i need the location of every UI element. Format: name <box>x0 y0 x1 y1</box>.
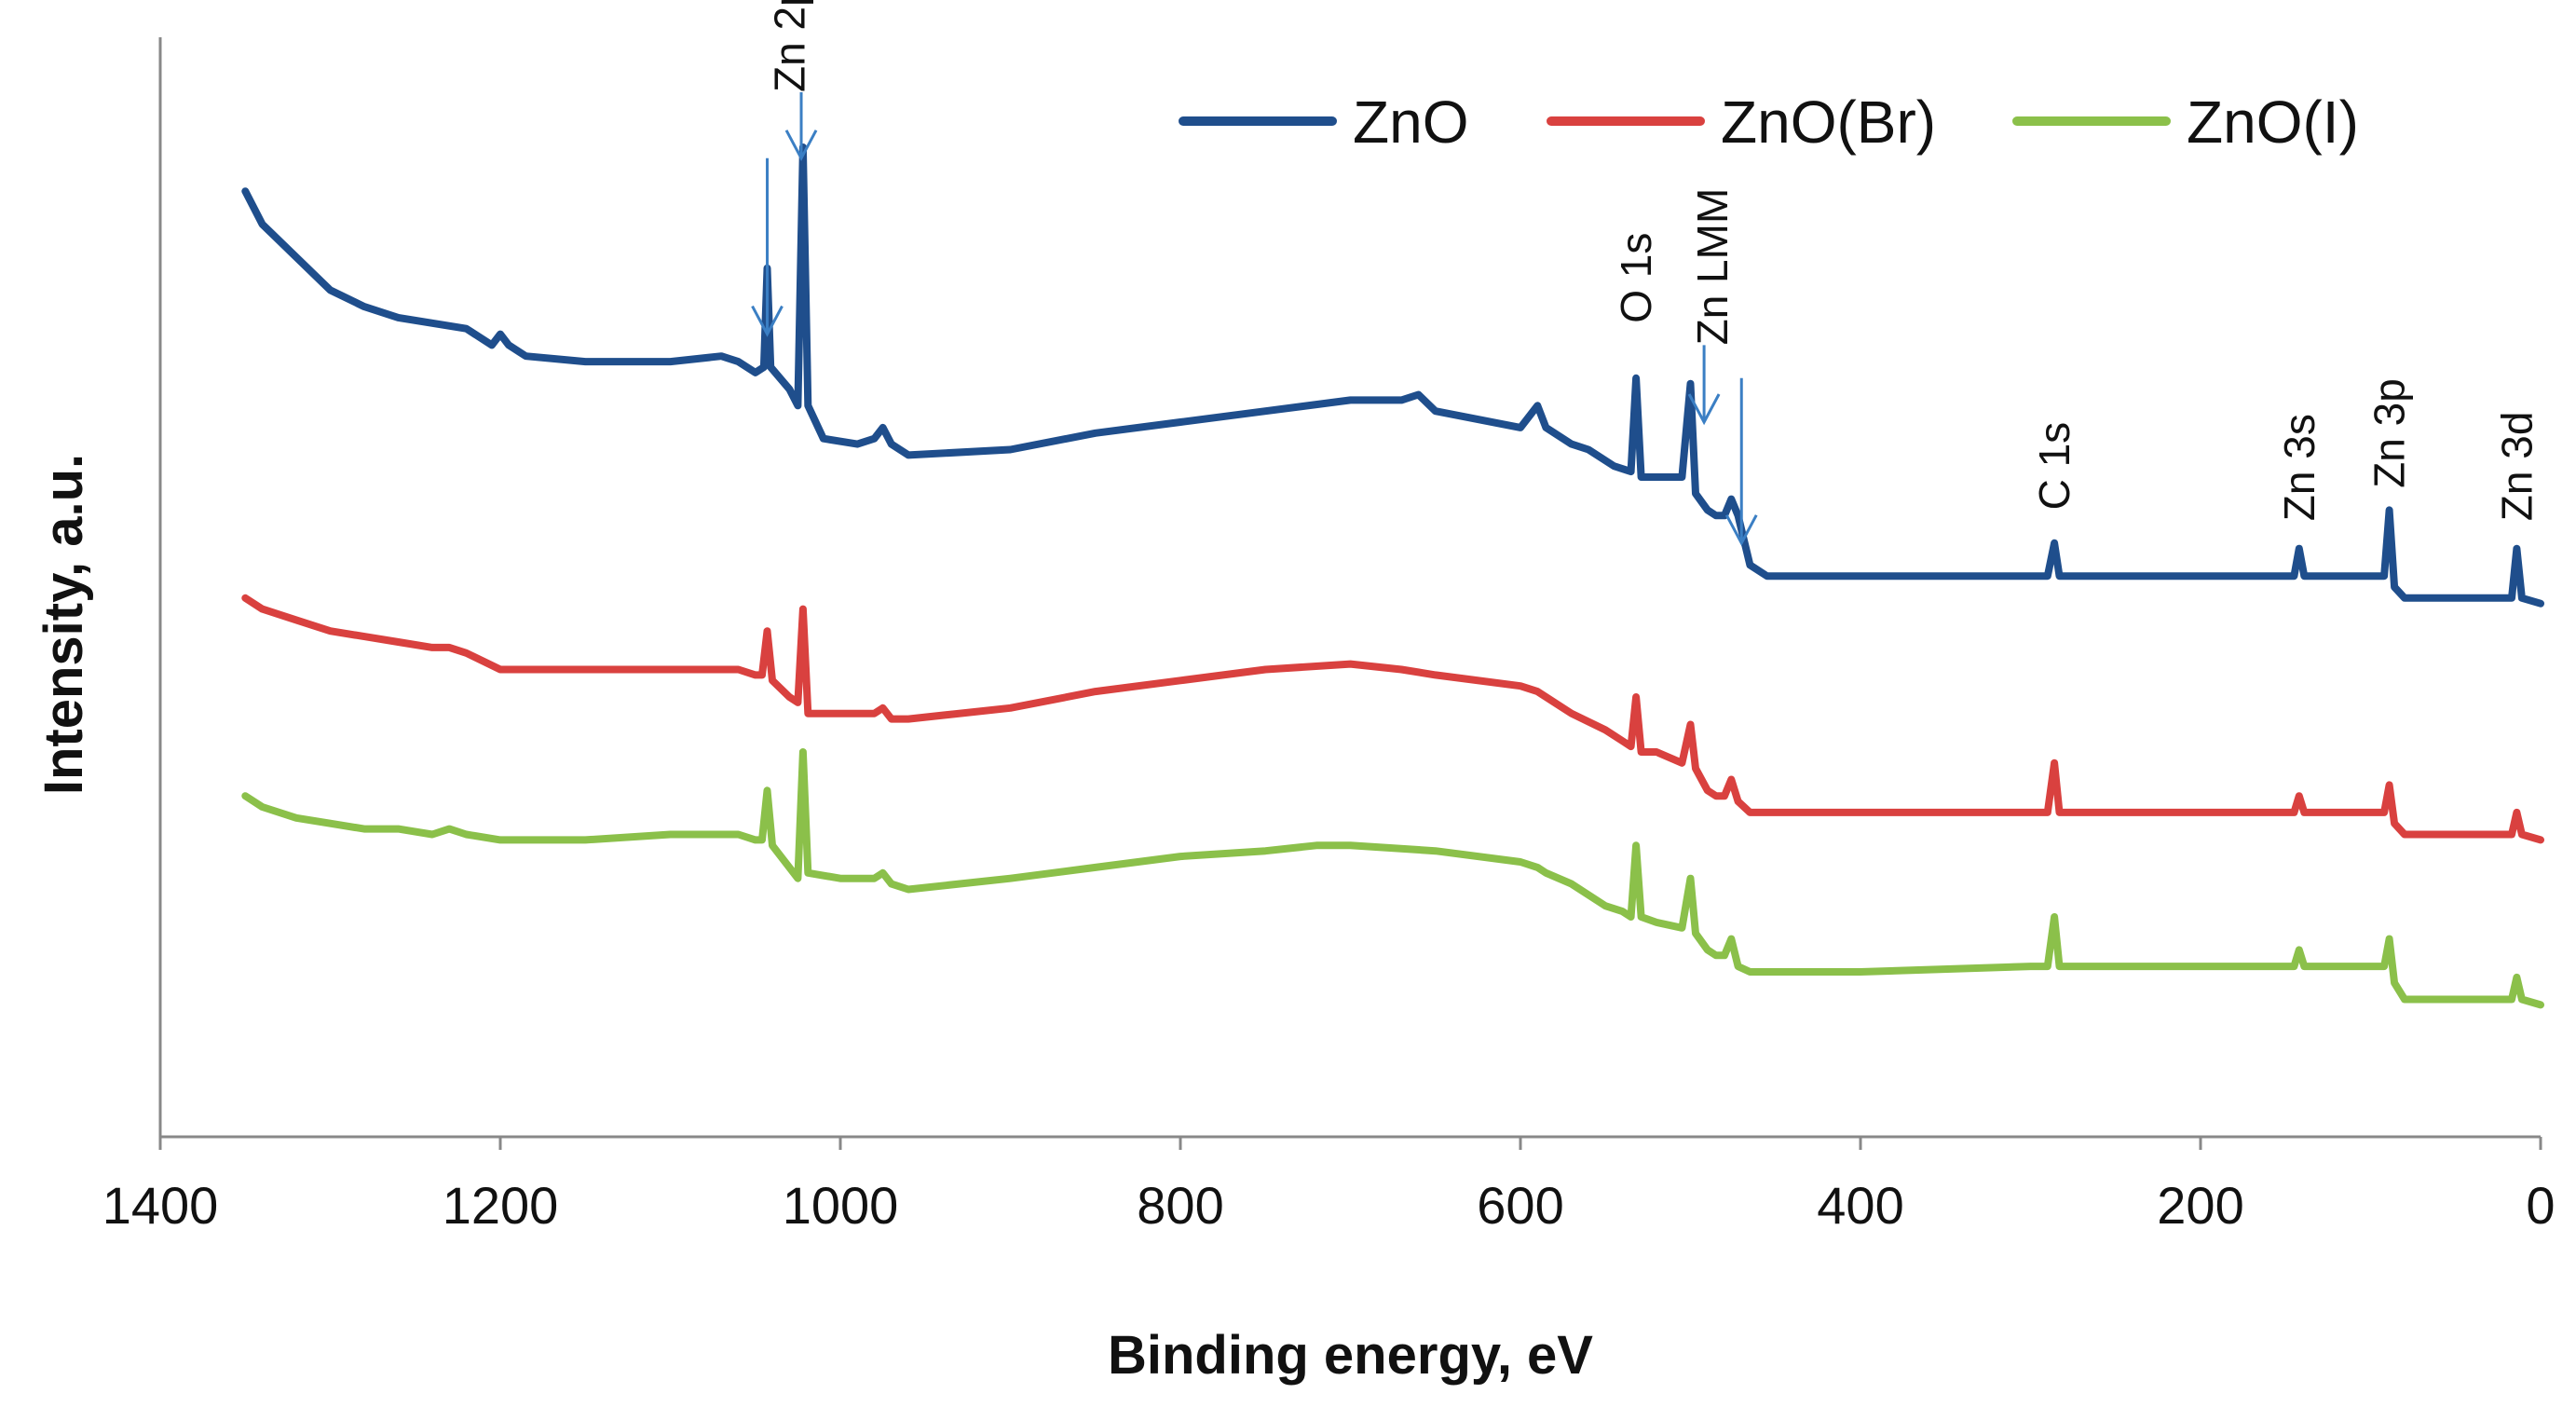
peak-label: Zn LMM <box>1688 188 1737 346</box>
peak-label: O 1s <box>1612 233 1660 323</box>
peak-label: Zn 3d <box>2492 412 2541 522</box>
x-tick-label: 200 <box>2157 1176 2243 1235</box>
peak-arrow <box>1687 345 1721 426</box>
series-line-zno-i <box>241 748 2544 1009</box>
peak-label: Zn 3p <box>2365 378 2414 488</box>
series-line-zno-br <box>241 594 2544 844</box>
x-axis-title: Binding energy, eV <box>1108 1325 1593 1386</box>
peak-arrow-head <box>784 130 818 161</box>
legend-label-zno-i: ZnO(I) <box>2187 89 2359 156</box>
peak-arrow <box>751 157 784 337</box>
peak-arrow-head <box>1724 514 1758 546</box>
x-tick-label: 400 <box>1817 1176 1903 1235</box>
series-line-zno <box>241 143 2544 608</box>
legend-label-zno-br: ZnO(Br) <box>1721 89 1936 156</box>
x-tick-label: 1200 <box>443 1176 559 1235</box>
peak-label: Zn 3s <box>2275 414 2324 521</box>
peak-arrow-head <box>1687 393 1721 426</box>
peak-arrow-head <box>751 305 784 337</box>
peak-labels: Zn 2p O 1s Zn LMM C 1s Zn 3s Zn 3p Zn 3d <box>765 0 2541 521</box>
x-tick-label: 1400 <box>102 1176 219 1235</box>
peak-label: C 1s <box>2030 422 2079 511</box>
y-axis-title: Intensity, a.u. <box>34 454 94 795</box>
legend: ZnO ZnO(Br) ZnO(I) <box>1179 89 2359 156</box>
axes <box>158 37 2541 1139</box>
peak-arrow <box>784 92 818 161</box>
x-tick-label: 600 <box>1477 1176 1563 1235</box>
peak-label: Zn 2p <box>765 0 813 92</box>
peak-arrow <box>1724 377 1758 546</box>
x-tick-label: 0 <box>2526 1176 2555 1235</box>
x-axis-ticks: 1400 1200 1000 800 600 400 200 0 <box>102 1137 2556 1235</box>
legend-label-zno: ZnO <box>1353 89 1468 156</box>
x-tick-label: 1000 <box>783 1176 899 1235</box>
series-lines <box>241 143 2544 1009</box>
x-tick-label: 800 <box>1137 1176 1223 1235</box>
peak-arrows <box>751 92 1758 546</box>
